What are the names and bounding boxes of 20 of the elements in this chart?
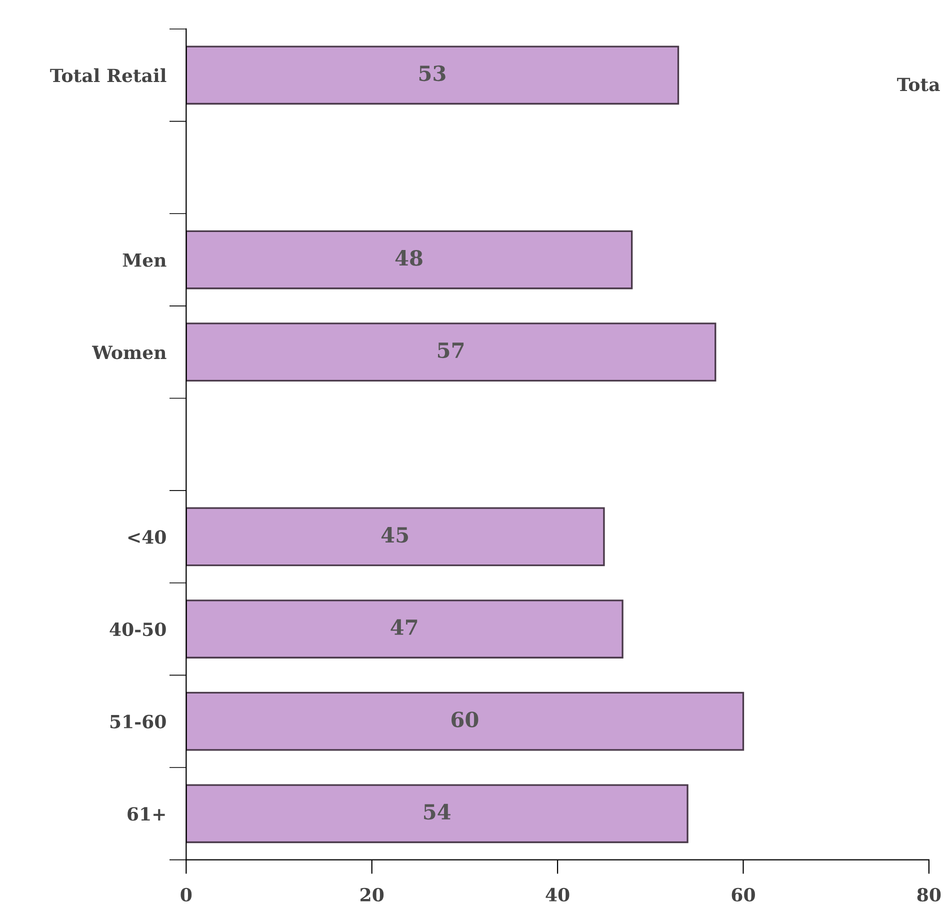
y-tick-label: <40 bbox=[128, 530, 166, 544]
data-label: 45 bbox=[381, 526, 408, 543]
x-tick-label: 20 bbox=[360, 888, 384, 902]
x-tick-label: 60 bbox=[732, 888, 755, 902]
data-label: 60 bbox=[452, 712, 478, 728]
data-label: 57 bbox=[438, 342, 464, 358]
data-label: 54 bbox=[424, 804, 450, 820]
x-tick-label: 40 bbox=[546, 888, 570, 902]
y-tick-label: 61+ bbox=[128, 807, 165, 821]
y-tick-label: 51-60 bbox=[110, 714, 166, 728]
y-tick-label: 40-50 bbox=[110, 622, 166, 636]
x-tick-label: 80 bbox=[917, 888, 941, 902]
data-label: 48 bbox=[395, 250, 422, 266]
y-tick-label: Total Retail bbox=[50, 68, 166, 82]
x-tick-label: 0 bbox=[180, 888, 192, 902]
data-label: 53 bbox=[419, 65, 446, 82]
data-label: 47 bbox=[390, 619, 418, 635]
y-tick-label: Women bbox=[92, 346, 166, 360]
y-tick-label: Men bbox=[122, 253, 166, 267]
annotation: Tota bbox=[897, 78, 940, 92]
